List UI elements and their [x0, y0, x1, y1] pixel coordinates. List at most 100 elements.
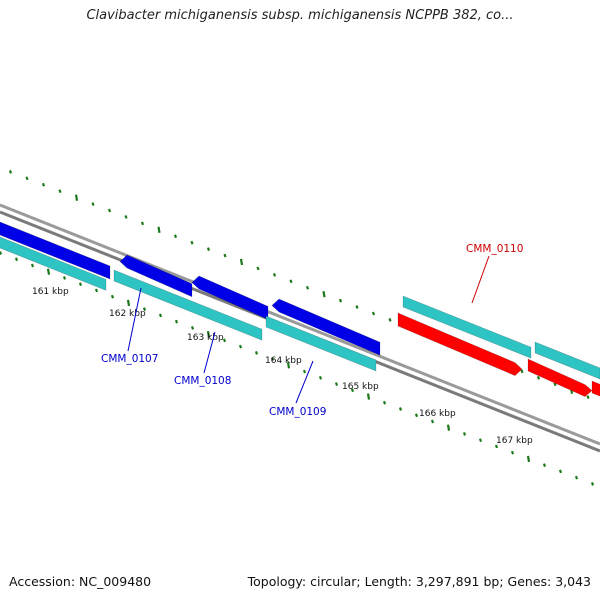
- tick-mark: [140, 221, 145, 226]
- tick-mark: [78, 282, 83, 287]
- tick-mark: [174, 319, 179, 324]
- tick-mark: [494, 444, 499, 449]
- tick-mark: [239, 258, 244, 266]
- tick-mark: [366, 393, 371, 400]
- gene-labels: CMM_0107 CMM_0108 CMM_0109 CMM_0110: [101, 243, 523, 418]
- cds-segment[interactable]: [113, 269, 263, 341]
- tick-mark: [124, 215, 128, 219]
- gene-label-CMM_0108[interactable]: CMM_0108: [174, 375, 231, 387]
- cds-segment[interactable]: [402, 295, 532, 359]
- reverse-strand-genes: [397, 312, 600, 404]
- tick-mark: [206, 330, 211, 338]
- tick-mark: [223, 253, 227, 258]
- gene-leader-lines: [127, 255, 490, 404]
- tick-mark: [446, 424, 451, 431]
- tick-mark: [322, 290, 326, 298]
- tick-mark: [430, 419, 435, 424]
- tick-mark: [286, 362, 291, 369]
- gene-arrow-reverse[interactable]: [527, 358, 593, 397]
- accession-text: Accession: NC_009480: [9, 574, 152, 589]
- cds-segment[interactable]: [0, 233, 107, 291]
- tick-mark: [158, 313, 163, 318]
- tick-mark: [510, 450, 515, 455]
- gene-arrow-CMM_0110[interactable]: [397, 312, 523, 376]
- tick-mark: [536, 375, 541, 380]
- gene-arrow-CMM_0108[interactable]: [191, 275, 269, 320]
- tick-mark: [553, 382, 557, 387]
- tick-mark: [222, 338, 227, 343]
- gene-arrow-forward[interactable]: [0, 218, 111, 280]
- cds-segment[interactable]: [265, 315, 377, 372]
- leader-line: [295, 360, 314, 404]
- tick-mark: [254, 350, 259, 355]
- tick-mark: [157, 226, 161, 233]
- tick-mark: [25, 176, 29, 181]
- tick-mark: [302, 369, 307, 374]
- tick-mark: [8, 170, 13, 174]
- tick-mark: [46, 268, 51, 275]
- tick-mark: [289, 279, 293, 284]
- kbp-label: 165 kbp: [342, 382, 379, 392]
- backbone-line: [0, 203, 600, 446]
- tick-mark: [58, 189, 62, 194]
- kbp-label: 161 kbp: [32, 287, 69, 297]
- tick-mark: [542, 463, 547, 468]
- gene-label-CMM_0107[interactable]: CMM_0107: [101, 353, 158, 365]
- tick-mark: [305, 285, 310, 290]
- gene-label-CMM_0109[interactable]: CMM_0109: [269, 406, 326, 418]
- tick-mark: [478, 438, 483, 443]
- tick-mark: [142, 307, 147, 312]
- leader-line: [203, 331, 216, 374]
- kbp-label: 162 kbp: [109, 309, 146, 319]
- kbp-labels: 161 kbp 162 kbp 163 kbp 164 kbp 165 kbp 166 k…: [32, 287, 533, 446]
- leader-line: [127, 287, 142, 352]
- tick-mark: [574, 475, 579, 480]
- forward-strand-genes: [0, 218, 381, 356]
- inner-tick-marks: [0, 251, 595, 486]
- tick-mark: [41, 182, 46, 187]
- tick-mark: [126, 299, 131, 307]
- tick-mark: [107, 208, 112, 213]
- tick-mark: [0, 251, 3, 255]
- gene-arrow-reverse[interactable]: [591, 380, 600, 404]
- kbp-label: 166 kbp: [419, 409, 456, 419]
- gene-arrow-CMM_0107[interactable]: [119, 254, 193, 298]
- tick-mark: [462, 432, 467, 436]
- tick-mark: [398, 407, 403, 411]
- tick-mark: [256, 266, 260, 271]
- tick-mark: [206, 247, 211, 251]
- tick-mark: [526, 455, 531, 463]
- tick-mark: [318, 375, 323, 380]
- tick-mark: [94, 288, 99, 293]
- map-title: Clavibacter michiganensis subsp. michiga…: [86, 8, 514, 23]
- gene-label-CMM_0110[interactable]: CMM_0110: [466, 243, 523, 255]
- tick-mark: [272, 273, 277, 277]
- cds-segment[interactable]: [534, 341, 600, 380]
- tick-mark: [388, 318, 392, 322]
- tick-mark: [190, 240, 194, 245]
- tick-mark: [350, 388, 355, 393]
- kbp-label: 164 kbp: [265, 356, 302, 366]
- tick-mark: [590, 482, 595, 486]
- tick-mark: [91, 202, 95, 206]
- tick-mark: [382, 400, 387, 405]
- tick-mark: [110, 294, 115, 299]
- gene-arrow-CMM_0109[interactable]: [271, 298, 381, 356]
- kbp-label: 163 kbp: [187, 333, 224, 343]
- tick-mark: [270, 357, 275, 361]
- tick-mark: [238, 344, 243, 349]
- tick-mark: [334, 382, 339, 386]
- tick-mark: [338, 298, 343, 303]
- tick-mark: [62, 276, 67, 280]
- leader-line: [471, 255, 490, 304]
- tick-mark: [173, 234, 178, 239]
- cds-track: [0, 233, 600, 380]
- tick-mark: [371, 311, 376, 316]
- tick-mark: [355, 305, 359, 309]
- tick-mark: [30, 263, 35, 268]
- tick-mark: [558, 469, 563, 474]
- genome-summary-text: Topology: circular; Length: 3,297,891 bp…: [247, 574, 591, 589]
- tick-mark: [74, 194, 79, 201]
